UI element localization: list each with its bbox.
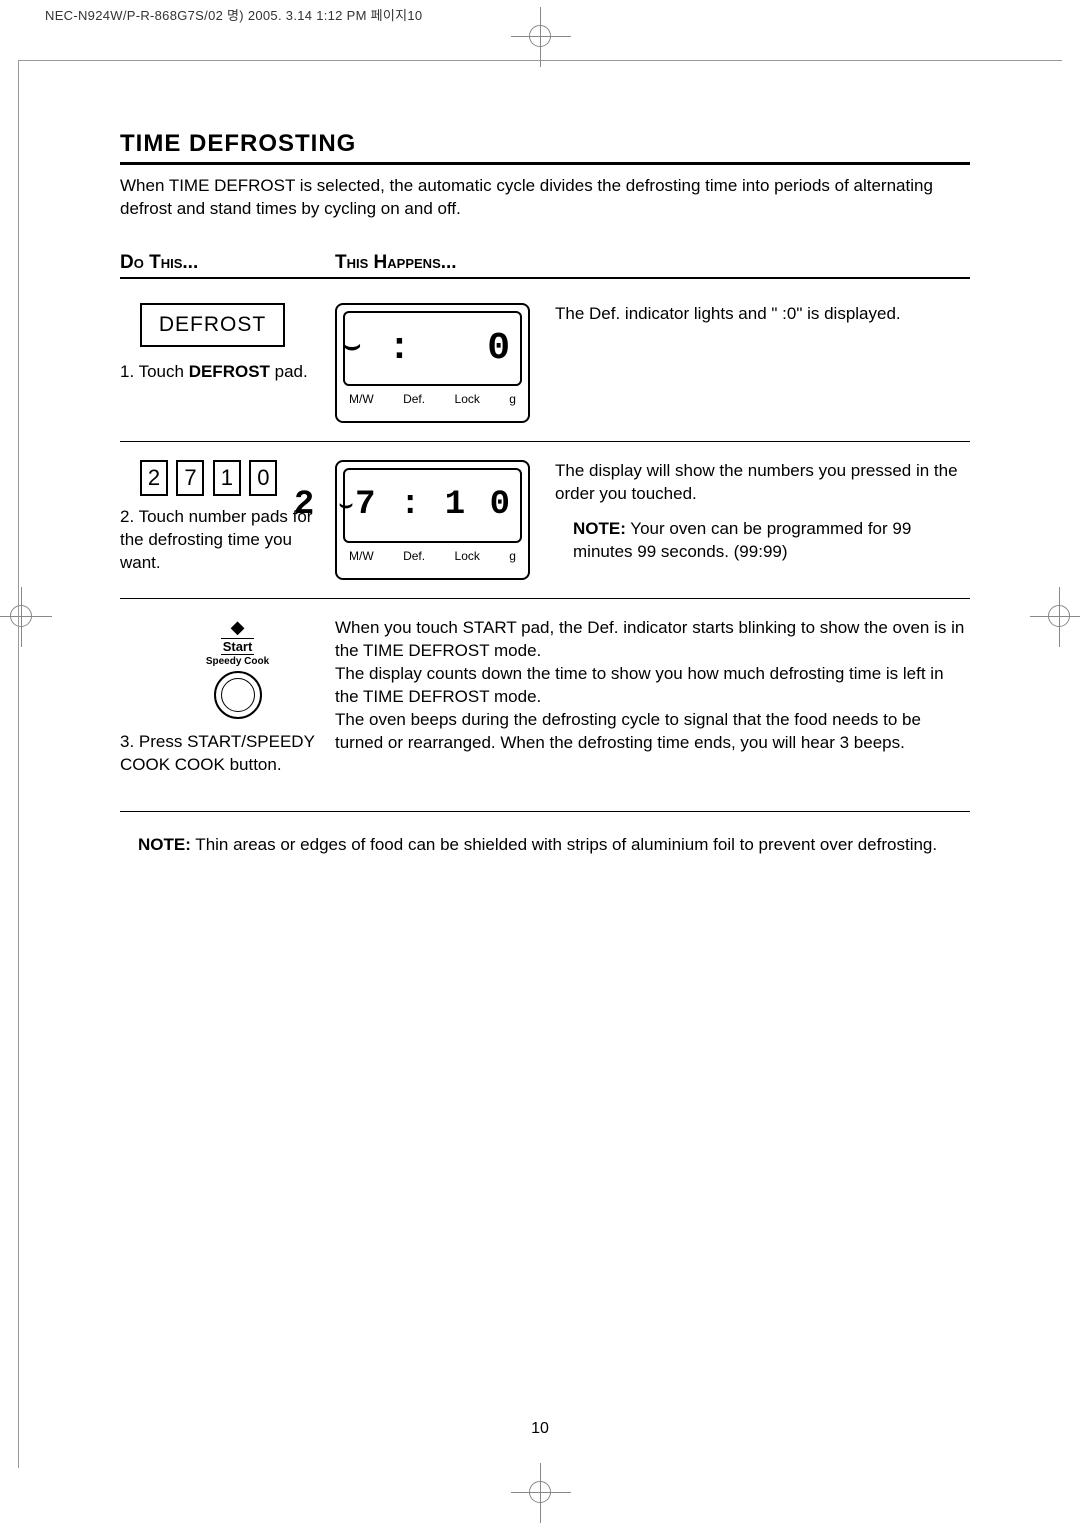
step-3: ◆ Start Speedy Cook 3. Press START/SPEED…	[120, 598, 970, 795]
column-do-this: Do This...	[120, 249, 335, 277]
step-2-result: The display will show the numbers you pr…	[555, 460, 970, 506]
speedy-cook-label: Speedy Cook	[152, 656, 323, 667]
start-label: Start	[221, 638, 255, 655]
lcd-label-lock: Lock	[455, 392, 480, 406]
numkey-2: 2	[140, 460, 168, 496]
footnote-text: Thin areas or edges of food can be shiel…	[191, 835, 937, 854]
lcd-value-1: ⌣ : 0	[293, 327, 512, 370]
lcd-label-mw: M/W	[349, 549, 374, 563]
numkey-1: 1	[213, 460, 241, 496]
step-2: 2 7 1 0 2. Touch number pads for the def…	[120, 441, 970, 598]
steps-list: DEFROST 1. Touch DEFROST pad. ⌣ : 0 M/W …	[120, 293, 970, 795]
start-button-graphic: ◆ Start Speedy Cook	[152, 617, 323, 719]
footnote-label: NOTE:	[138, 835, 191, 854]
start-diamond-icon: ◆	[152, 617, 323, 638]
step-3-result: When you touch START pad, the Def. indic…	[335, 617, 970, 755]
lcd-label-mw: M/W	[349, 392, 374, 406]
lcd-label-g: g	[509, 549, 516, 563]
document-header-strip: NEC-N924W/P-R-868G7S/02 명) 2005. 3.14 1:…	[45, 5, 422, 24]
crop-mark-bottom	[529, 1481, 551, 1503]
bottom-note: NOTE: Thin areas or edges of food can be…	[120, 834, 970, 857]
lcd-label-g: g	[509, 392, 516, 406]
step-2-note: NOTE: Your oven can be programmed for 99…	[555, 518, 970, 564]
step-2-instruction: 2. Touch number pads for the defrosting …	[120, 506, 323, 575]
numkey-7: 7	[176, 460, 204, 496]
step-1-bold: DEFROST	[189, 362, 270, 381]
crop-mark-left	[10, 605, 32, 627]
lcd-label-def: Def.	[403, 392, 425, 406]
column-headers: Do This... This Happens...	[120, 249, 970, 279]
page-content: TIME DEFROSTING When TIME DEFROST is sel…	[120, 130, 970, 857]
note-label: NOTE:	[573, 519, 626, 538]
step-1-prefix: 1. Touch	[120, 362, 189, 381]
step-1: DEFROST 1. Touch DEFROST pad. ⌣ : 0 M/W …	[120, 293, 970, 441]
page-edge-left	[18, 60, 19, 1468]
lcd-display-1: ⌣ : 0 M/W Def. Lock g	[335, 303, 530, 423]
page-number: 10	[531, 1420, 549, 1438]
column-this-happens: This Happens...	[335, 249, 970, 277]
defrost-pad-graphic: DEFROST	[140, 303, 285, 347]
lcd-label-lock: Lock	[455, 549, 480, 563]
crop-mark-top	[529, 25, 551, 47]
bottom-divider: NOTE: Thin areas or edges of food can be…	[120, 811, 970, 857]
start-circle-icon	[214, 671, 262, 719]
lcd-label-def: Def.	[403, 549, 425, 563]
step-3-instruction: 3. Press START/SPEEDY COOK COOK button.	[120, 731, 323, 777]
section-title: TIME DEFROSTING	[120, 130, 970, 165]
lcd-display-2: 2 ⌣7 : 1 0 M/W Def. Lock g	[335, 460, 530, 580]
lcd-value-2: 2 ⌣7 : 1 0	[294, 486, 512, 524]
step-1-result: The Def. indicator lights and " :0" is d…	[555, 303, 970, 326]
crop-mark-right	[1048, 605, 1070, 627]
section-intro: When TIME DEFROST is selected, the autom…	[120, 175, 970, 221]
page-edge-top	[18, 60, 1062, 61]
numkey-0: 0	[249, 460, 277, 496]
